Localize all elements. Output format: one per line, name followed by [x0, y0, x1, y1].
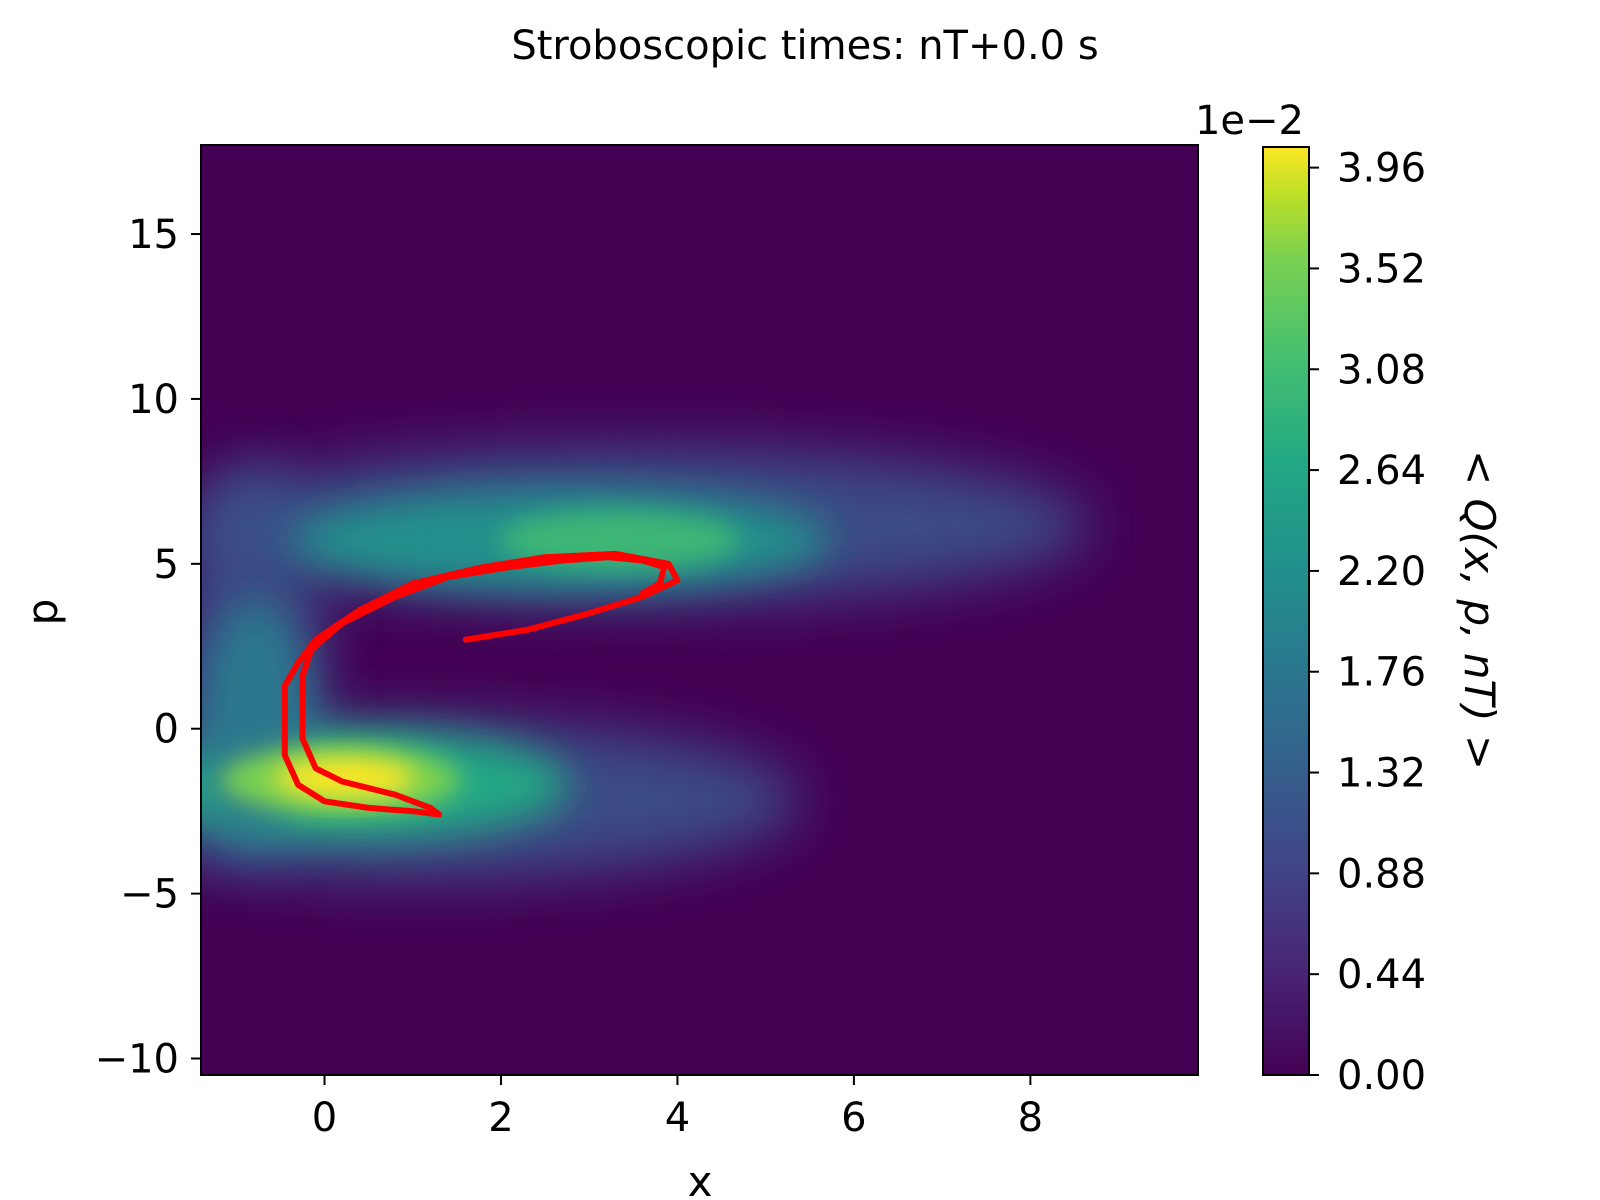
plot-frame [200, 144, 1199, 1076]
y-axis-ticks: −10 −5 0 5 10 15 [95, 212, 201, 1083]
y-tick-label: 0 [154, 707, 179, 753]
chart-title: Stroboscopic times: nT+0.0 s [511, 23, 1098, 69]
colorbar-tick-label: 0.00 [1337, 1053, 1426, 1099]
colorbar-tick-label: 1.76 [1337, 650, 1426, 696]
y-tick-label: 15 [128, 212, 179, 258]
x-tick-label: 6 [841, 1095, 866, 1141]
x-tick-label: 0 [312, 1095, 337, 1141]
colorbar-tick-label: 0.88 [1337, 851, 1426, 897]
y-tick-label: 5 [154, 542, 179, 588]
x-axis-label: x [688, 1157, 713, 1200]
colorbar-tick-label: 2.64 [1337, 448, 1426, 494]
x-tick-label: 4 [665, 1095, 690, 1141]
trajectory-line [281, 550, 681, 818]
x-tick-label: 8 [1018, 1095, 1043, 1141]
colorbar-tick-label: 2.20 [1337, 549, 1426, 595]
colorbar-tick-label: 3.52 [1337, 246, 1426, 292]
colorbar-tick-label: 3.08 [1337, 347, 1426, 393]
y-axis-label: p [18, 599, 67, 626]
y-tick-label: 10 [128, 377, 179, 423]
colorbar-ticks: 0.00 0.44 0.88 1.32 1.76 2.20 2.64 3.08 3.52 3.96 [1309, 146, 1426, 1099]
colorbar-tick-label: 0.44 [1337, 952, 1426, 998]
colorbar-tick-label: 3.96 [1337, 146, 1426, 192]
heatmap-background [201, 145, 1198, 1075]
x-axis-ticks: 0 2 4 6 8 [312, 1075, 1043, 1141]
colorbar-tick-label: 1.32 [1337, 751, 1426, 797]
y-tick-label: −10 [95, 1037, 179, 1083]
colorbar-offset-text: 1e−2 [1195, 98, 1304, 144]
colorbar-gradient [1262, 146, 1310, 1076]
heatmap [201, 145, 1198, 1075]
x-tick-label: 2 [488, 1095, 513, 1141]
y-tick-label: −5 [120, 872, 179, 918]
colorbar-label: < Q(x, p, nT) > [1455, 450, 1504, 770]
